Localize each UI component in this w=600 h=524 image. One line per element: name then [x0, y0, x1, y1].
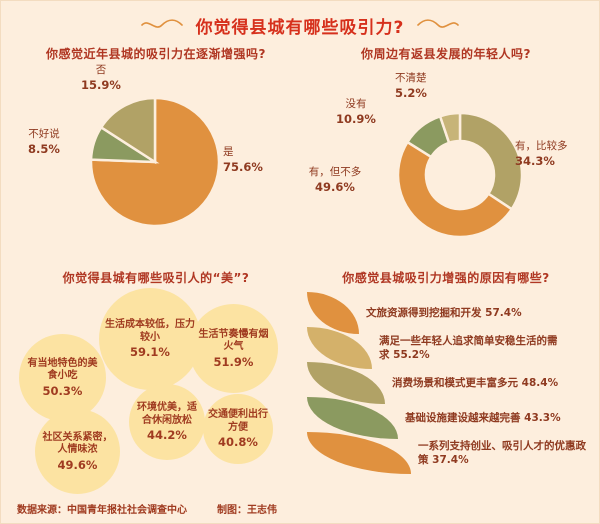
slice-pct: 49.6%	[315, 179, 355, 194]
slice-label: 没有	[345, 98, 367, 110]
bar-chart-title: 你感觉县城吸引力增强的原因有哪些?	[342, 271, 550, 285]
slice-label: 不好说	[28, 128, 60, 140]
bar-label: 一系列支持创业、吸引人才的优惠政策 37.4%	[418, 439, 591, 467]
bar-label-text: 一系列支持创业、吸引人才的优惠政策	[418, 439, 586, 466]
bubble-pct: 50.3%	[42, 383, 83, 398]
bubble-community: 社区关系紧密，人情味浓 49.6%	[35, 409, 120, 494]
slice-pct: 5.2%	[395, 85, 427, 100]
bar-label-text: 满足一些年轻人追求简单安稳生活的需求	[379, 334, 558, 361]
bubble-label: 环境优美，适合休闲放松	[137, 402, 197, 426]
credit: 制图：王志伟	[217, 505, 277, 516]
bubble-label: 有当地特色的美食小吃	[27, 357, 98, 382]
bubble-cost-of-living: 生活成本较低，压力较小 59.1%	[99, 288, 201, 390]
bubble-label: 生活成本较低，压力较小	[105, 319, 195, 343]
bubble-label: 社区关系紧密，人情味浓	[42, 431, 113, 456]
panel-pie-attraction: 你感觉近年县城的吸引力在逐渐增强吗? 否 15.9% 不好说 8.5% 是 75…	[11, 41, 301, 265]
pie-chart: 否 15.9% 不好说 8.5% 是 75.6%	[11, 64, 301, 260]
slice-pct: 75.6%	[223, 159, 263, 174]
bar-label: 满足一些年轻人追求简单安稳生活的需求 55.2%	[379, 334, 559, 362]
flourish-right-icon	[417, 19, 460, 28]
bubble-chart: 生活成本较低，压力较小 59.1% 生活节奏慢有烟火气 51.9% 有当地特色的…	[11, 288, 301, 494]
donut-label-quite-many: 有，比较多 34.3%	[515, 140, 587, 169]
bar-pct: 48.4%	[521, 376, 559, 389]
bubble-label: 交通便利出行方便	[208, 409, 268, 433]
bar-row: 一系列支持创业、吸引人才的优惠政策 37.4%	[307, 432, 591, 474]
slice-pct: 15.9%	[81, 77, 121, 92]
bar-pct: 37.4%	[432, 454, 469, 466]
bar-label-text: 文旅资源得到挖掘和开发	[366, 306, 482, 319]
donut-label-none: 没有 10.9%	[325, 98, 387, 127]
bubble-pct: 40.8%	[218, 435, 258, 449]
bar-label: 文旅资源得到挖掘和开发 57.4%	[366, 306, 522, 320]
flourish-left-icon	[140, 19, 183, 28]
pie-chart-title: 你感觉近年县城的吸引力在逐渐增强吗?	[46, 47, 266, 61]
bubble-slow-pace: 生活节奏慢有烟火气 51.9%	[189, 304, 278, 393]
bubble-pct: 49.6%	[57, 457, 98, 472]
pie-label-yes: 是 75.6%	[223, 146, 293, 175]
slice-pct: 34.3%	[515, 153, 555, 168]
slice-label: 不清楚	[395, 72, 427, 84]
slice-label: 是	[223, 146, 234, 158]
donut-label-not-many: 有，但不多 49.6%	[301, 166, 369, 195]
bar-label-text: 消费场景和模式更丰富多元	[392, 376, 518, 389]
charts-grid: 你感觉近年县城的吸引力在逐渐增强吗? 否 15.9% 不好说 8.5% 是 75…	[11, 41, 589, 495]
donut-label-unclear: 不清楚 5.2%	[395, 72, 467, 101]
pie-svg	[89, 96, 221, 228]
bar-pct: 55.2%	[393, 349, 430, 361]
slice-label: 有，比较多	[515, 140, 568, 152]
page-header: 你觉得县城有哪些吸引力?	[11, 9, 589, 41]
panel-bubbles-beauty: 你觉得县城有哪些吸引人的“美”? 生活成本较低，压力较小 59.1% 生活节奏慢…	[11, 265, 301, 495]
data-source: 数据来源：中国青年报社社会调查中心	[17, 505, 187, 516]
bar-label: 基础设施建设越来越完善 43.3%	[405, 411, 561, 425]
page-title: 你觉得县城有哪些吸引力?	[195, 17, 405, 38]
bubble-pct: 44.2%	[147, 428, 187, 442]
bubble-transport: 交通便利出行方便 40.8%	[203, 394, 273, 464]
bubble-local-food: 有当地特色的美食小吃 50.3%	[19, 334, 106, 421]
bubble-pct: 51.9%	[213, 354, 254, 369]
bubble-environment: 环境优美，适合休闲放松 44.2%	[129, 384, 205, 460]
bar-label-text: 基础设施建设越来越完善	[405, 411, 521, 424]
bubble-label: 生活节奏慢有烟火气	[198, 328, 269, 353]
donut-svg	[396, 111, 524, 239]
donut-chart-title: 你周边有返县发展的年轻人吗?	[361, 47, 531, 61]
panel-bars-reasons: 你感觉县城吸引力增强的原因有哪些? 文旅资源得到挖掘和开发 57.4% 满足一些…	[301, 265, 591, 495]
page-footer: 数据来源：中国青年报社社会调查中心 制图：王志伟	[17, 501, 277, 516]
bubble-chart-title: 你觉得县城有哪些吸引人的“美”?	[62, 271, 250, 285]
slice-label: 否	[95, 64, 107, 76]
bar-label: 消费场景和模式更丰富多元 48.4%	[392, 376, 558, 390]
pie-label-no: 否 15.9%	[69, 64, 133, 93]
panel-donut-returnees: 你周边有返县发展的年轻人吗? 不清楚 5.2% 没有 10.9% 有，比较多 3…	[301, 41, 591, 265]
bar-chart: 文旅资源得到挖掘和开发 57.4% 满足一些年轻人追求简单安稳生活的需求 55.…	[301, 292, 591, 474]
bar-pct: 43.3%	[524, 411, 561, 424]
slice-pct: 10.9%	[336, 111, 376, 126]
pie-label-hard-to-say: 不好说 8.5%	[11, 128, 77, 157]
bar-pct: 57.4%	[485, 306, 522, 319]
donut-chart: 不清楚 5.2% 没有 10.9% 有，比较多 34.3% 有，但不多 49.6…	[301, 64, 591, 260]
slice-label: 有，但不多	[308, 166, 362, 178]
bar-row: 满足一些年轻人追求简单安稳生活的需求 55.2%	[307, 327, 591, 369]
bubble-pct: 59.1%	[130, 345, 170, 359]
slice-pct: 8.5%	[28, 141, 60, 156]
